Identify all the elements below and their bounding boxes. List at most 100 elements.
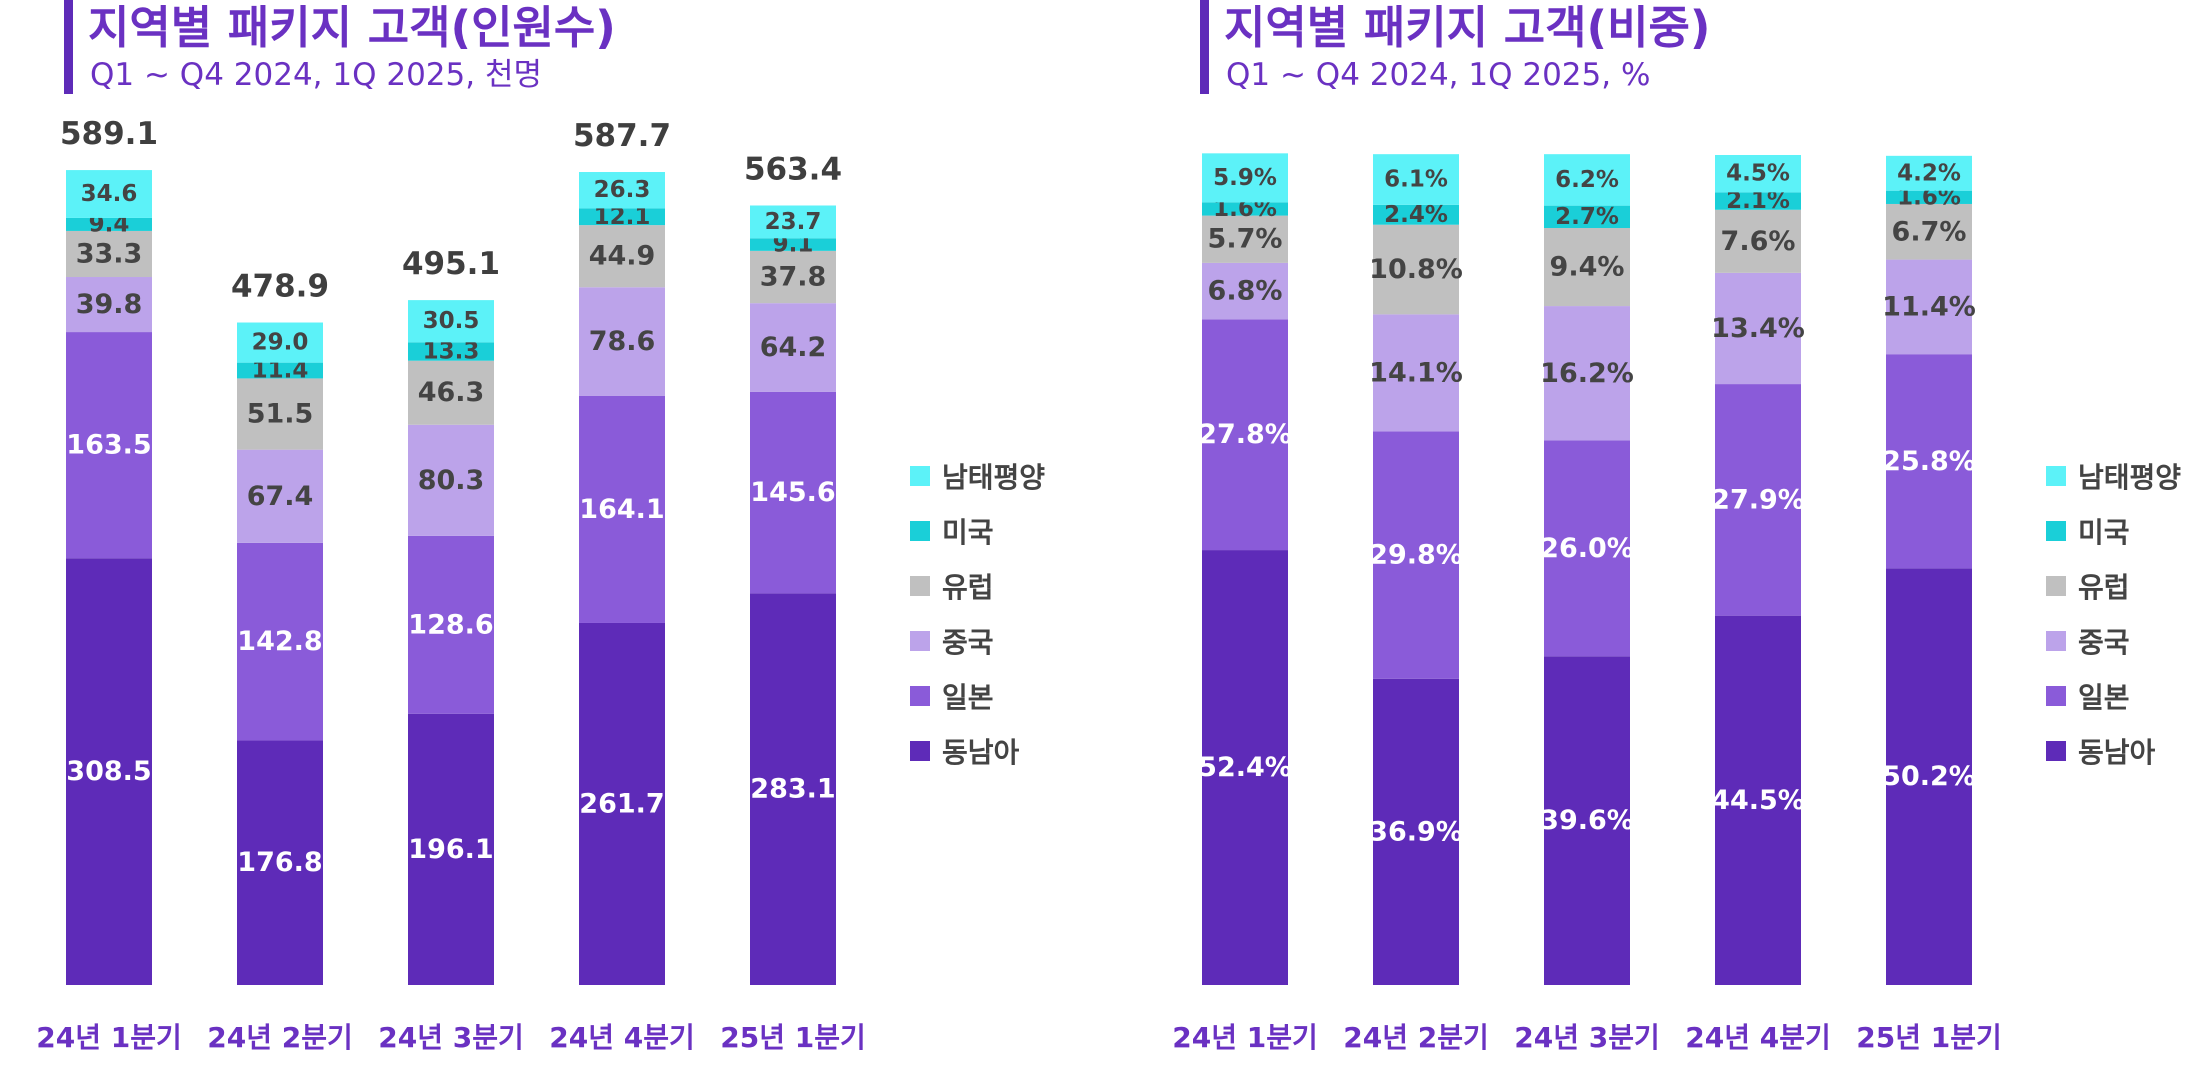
bar-segment-japan: [408, 535, 494, 714]
bar-segment-japan: [750, 391, 836, 594]
legend-swatch: [910, 575, 930, 596]
legend-swatch: [2046, 685, 2066, 706]
data-label: 10.8%: [1369, 254, 1463, 285]
data-label: 16.2%: [1540, 358, 1634, 389]
bar-segment-japan: [1373, 431, 1459, 679]
data-label: 34.6: [81, 181, 138, 207]
bar-segment-south-pacific: [579, 172, 665, 209]
legend-swatch: [910, 520, 930, 541]
data-label: 27.9%: [1711, 484, 1805, 515]
x-tick-label: 24년 2분기: [1343, 1021, 1488, 1054]
data-label: 196.1: [408, 834, 493, 865]
bar-segment-usa: [66, 217, 152, 231]
data-label: 39.8: [76, 289, 143, 320]
data-label: 9.4%: [1550, 252, 1625, 283]
x-tick-label: 24년 4분기: [549, 1021, 694, 1054]
bar-segment-china: [66, 277, 152, 333]
bar-segment-china: [1886, 259, 1972, 355]
chart-title: 지역별 패키지 고객(인원수): [88, 1, 616, 54]
data-label: 145.6: [750, 477, 835, 508]
right-chart-panel: 지역별 패키지 고객(비중) Q1 ~ Q4 2024, 1Q 2025, % …: [1136, 0, 2199, 1068]
total-label: 589.1: [60, 116, 158, 152]
data-label: 26.0%: [1540, 533, 1634, 564]
data-label: 128.6: [408, 609, 493, 640]
bar-segment-europe: [408, 360, 494, 425]
data-label: 50.2%: [1882, 761, 1976, 792]
bar-segment-usa: [1544, 205, 1630, 229]
bar-segment-china: [237, 449, 323, 543]
data-label: 51.5: [247, 399, 314, 430]
bar-segment-usa: [1886, 190, 1972, 204]
x-tick-label: 25년 1분기: [1856, 1021, 2001, 1054]
data-label: 37.8: [760, 262, 827, 293]
data-label: 163.5: [66, 430, 151, 461]
data-label: 6.1%: [1384, 166, 1448, 192]
data-label: 6.2%: [1555, 167, 1619, 193]
bar-segment-usa: [1202, 202, 1288, 216]
bar-segment-southeast-asia: [1715, 615, 1801, 985]
data-label: 2.4%: [1384, 202, 1448, 228]
total-label: 478.9: [231, 269, 329, 305]
bar-segment-china: [1373, 314, 1459, 432]
legend-swatch: [2046, 465, 2066, 486]
legend-label: 동남아: [942, 735, 1020, 769]
data-label: 7.6%: [1721, 226, 1796, 257]
bar-segment-south-pacific: [66, 170, 152, 218]
x-tick-label: 24년 3분기: [378, 1021, 523, 1054]
data-label: 308.5: [66, 756, 151, 787]
legend-label: 유럽: [942, 570, 994, 604]
bar-segment-southeast-asia: [1544, 656, 1630, 985]
data-label: 13.4%: [1711, 313, 1805, 344]
bar-segment-europe: [1715, 209, 1801, 273]
bar-segment-japan: [1715, 384, 1801, 616]
legend-swatch: [910, 740, 930, 761]
legend-item-europe: 유럽: [2046, 558, 2181, 613]
bar-segment-usa: [750, 238, 836, 251]
bar-segment-southeast-asia: [1373, 678, 1459, 985]
legend-item-china: 중국: [910, 613, 1045, 668]
data-label: 29.8%: [1369, 540, 1463, 571]
legend-label: 일본: [2078, 680, 2130, 714]
legend-item-south-pacific: 남태평양: [910, 448, 1045, 503]
bar-segment-japan: [1544, 440, 1630, 657]
legend-label: 중국: [942, 625, 994, 659]
data-label: 2.7%: [1555, 204, 1619, 230]
bar-segment-japan: [237, 542, 323, 741]
data-label: 4.5%: [1726, 161, 1790, 187]
data-label: 30.5: [423, 308, 480, 334]
legend-label: 일본: [942, 680, 994, 714]
data-label: 283.1: [750, 774, 835, 805]
bar-segment-usa: [579, 208, 665, 226]
bar-segment-japan: [579, 395, 665, 623]
data-label: 164.1: [579, 494, 664, 525]
bar-segment-southeast-asia: [1202, 550, 1288, 985]
title-accent-bar: [64, 0, 73, 94]
bar-segment-china: [1715, 272, 1801, 385]
data-label: 44.9: [589, 241, 656, 272]
bar-segment-europe: [1544, 228, 1630, 307]
bar-segment-south-pacific: [408, 300, 494, 343]
data-label: 29.0: [252, 330, 309, 356]
data-label: 23.7: [765, 209, 822, 235]
x-tick-label: 24년 4분기: [1685, 1021, 1830, 1054]
data-label: 6.7%: [1892, 216, 1967, 247]
bar-segment-south-pacific: [1715, 155, 1801, 193]
chart-title: 지역별 패키지 고객(비중): [1224, 1, 1711, 54]
data-label: 5.9%: [1213, 165, 1277, 191]
legend-swatch: [910, 685, 930, 706]
data-label: 25.8%: [1882, 446, 1976, 477]
legend-swatch: [910, 465, 930, 486]
bar-segment-southeast-asia: [579, 622, 665, 985]
bar-segment-europe: [1886, 203, 1972, 260]
bar-segment-southeast-asia: [750, 593, 836, 985]
data-label: 142.8: [237, 626, 322, 657]
bar-segment-south-pacific: [750, 205, 836, 239]
legend-label: 동남아: [2078, 735, 2156, 769]
legend-label: 중국: [2078, 625, 2130, 659]
data-label: 11.4%: [1882, 291, 1976, 322]
data-label: 5.7%: [1208, 224, 1283, 255]
bar-segment-usa: [1373, 204, 1459, 225]
bar-segment-south-pacific: [1373, 154, 1459, 205]
bar-segment-japan: [1886, 354, 1972, 569]
